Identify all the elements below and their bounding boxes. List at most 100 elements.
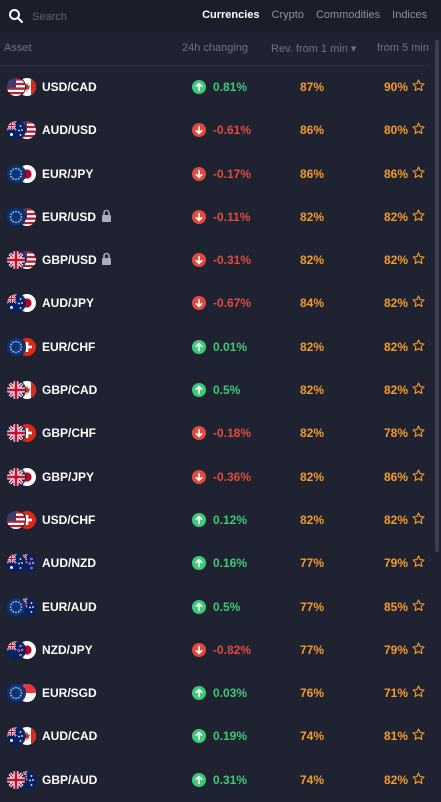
tab-currencies[interactable]: Currencies — [202, 9, 260, 21]
column-header-24h-changing[interactable]: 24h changing — [182, 42, 249, 54]
favorite-star-icon[interactable] — [412, 685, 425, 698]
arrow-up-icon — [192, 339, 206, 354]
table-row[interactable]: AUD/JPY -0.67% 84% 82% — [0, 282, 430, 325]
revenue-1-min-value: 86% — [300, 123, 325, 138]
asset-pair-name: AUD/NZD — [42, 556, 96, 571]
favorite-star-icon[interactable] — [412, 252, 425, 265]
revenue-5-min-value: 81% — [384, 729, 409, 744]
table-row[interactable]: EUR/JPY -0.17% 86% 86% — [0, 153, 430, 196]
favorite-star-icon[interactable] — [412, 79, 425, 92]
favorite-star-icon[interactable] — [412, 425, 425, 438]
us-flag-icon — [7, 510, 25, 529]
table-row[interactable]: AUD/USD -0.61% 86% 80% — [0, 109, 430, 152]
favorite-star-icon[interactable] — [412, 642, 425, 655]
scrollbar[interactable] — [435, 40, 439, 552]
arrow-down-icon — [192, 642, 206, 657]
change-24h-value: -0.31% — [213, 253, 252, 268]
currency-pair-flags — [7, 640, 37, 659]
revenue-1-min-value: 87% — [300, 80, 325, 94]
column-header-rev-5-min[interactable]: from 5 min — [377, 42, 429, 54]
favorite-star-icon[interactable] — [412, 166, 425, 179]
favorite-star-icon[interactable] — [412, 339, 425, 352]
change-24h-value: -0.82% — [213, 642, 252, 657]
table-row[interactable]: EUR/SGD 0.03% 76% 71% — [0, 672, 430, 715]
revenue-1-min-value: 82% — [300, 339, 325, 354]
revenue-1-min-value: 74% — [300, 772, 325, 787]
revenue-5-min-value: 82% — [384, 339, 409, 354]
table-row[interactable]: GBP/CHF -0.18% 82% 78% — [0, 412, 430, 455]
currency-pair-flags — [7, 727, 37, 746]
table-row[interactable]: EUR/USD -0.11% 82% 82% — [0, 196, 430, 239]
tab-indices[interactable]: Indices — [392, 9, 427, 21]
change-24h-value: 0.12% — [213, 512, 248, 527]
revenue-5-min-value: 82% — [384, 512, 409, 527]
favorite-star-icon[interactable] — [412, 209, 425, 222]
favorite-star-icon[interactable] — [412, 728, 425, 741]
australia-flag-icon — [7, 121, 25, 140]
revenue-1-min-value: 76% — [300, 686, 325, 701]
revenue-1-min-value: 77% — [300, 599, 325, 614]
arrow-up-icon — [192, 772, 206, 787]
favorite-star-icon[interactable] — [412, 599, 425, 612]
revenue-1-min-value: 82% — [300, 383, 325, 398]
favorite-star-icon[interactable] — [412, 469, 425, 482]
tab-crypto[interactable]: Crypto — [271, 9, 304, 21]
favorite-star-icon[interactable] — [412, 555, 425, 568]
lock-icon — [101, 252, 112, 266]
revenue-1-min-value: 77% — [300, 642, 325, 657]
australia-flag-icon — [7, 727, 25, 746]
table-row[interactable]: GBP/AUD 0.31% 74% 82% — [0, 759, 430, 802]
table-row[interactable]: USD/CHF 0.12% 82% 82% — [0, 499, 430, 542]
asset-pair-name: GBP/USD — [42, 253, 97, 268]
asset-pair-name: EUR/CHF — [42, 339, 96, 354]
table-row[interactable]: USD/CAD 0.81% 87% 90% — [0, 66, 430, 109]
search-icon[interactable] — [8, 8, 24, 24]
change-24h-value: -0.36% — [213, 469, 252, 484]
table-header: Asset 24h changing Rev. from 1 min ▾ fro… — [0, 32, 430, 66]
favorite-star-icon[interactable] — [412, 382, 425, 395]
favorite-star-icon[interactable] — [412, 295, 425, 308]
change-24h-value: -0.18% — [213, 426, 252, 441]
revenue-5-min-value: 82% — [384, 383, 409, 398]
revenue-1-min-value: 82% — [300, 426, 325, 441]
favorite-star-icon[interactable] — [412, 512, 425, 525]
currency-pair-flags — [7, 78, 37, 96]
revenue-1-min-value: 74% — [300, 729, 325, 744]
revenue-5-min-value: 82% — [384, 296, 409, 311]
revenue-5-min-value: 71% — [384, 686, 409, 701]
table-row[interactable]: AUD/CAD 0.19% 74% 81% — [0, 715, 430, 758]
revenue-5-min-value: 82% — [384, 209, 409, 224]
column-header-asset[interactable]: Asset — [4, 42, 32, 54]
tab-commodities[interactable]: Commodities — [315, 9, 381, 21]
uk-flag-icon — [7, 770, 25, 789]
asset-category-tabs: Currencies Crypto Commodities Indices — [202, 9, 427, 21]
currency-pair-flags — [7, 684, 37, 703]
arrow-down-icon — [192, 209, 206, 224]
eu-flag-icon — [7, 164, 25, 183]
uk-flag-icon — [7, 467, 25, 486]
revenue-5-min-value: 78% — [384, 426, 409, 441]
favorite-star-icon[interactable] — [412, 772, 425, 785]
search-input[interactable] — [30, 6, 174, 28]
column-header-rev-1-min[interactable]: Rev. from 1 min ▾ — [271, 43, 357, 55]
table-row[interactable]: GBP/JPY -0.36% 82% 86% — [0, 456, 430, 499]
table-row[interactable]: NZD/JPY -0.82% 77% 79% — [0, 629, 430, 672]
asset-pair-name: EUR/SGD — [42, 686, 97, 701]
eu-flag-icon — [7, 207, 25, 226]
table-row[interactable]: EUR/AUD 0.5% 77% 85% — [0, 586, 430, 629]
currency-pair-flags — [7, 770, 37, 789]
table-row[interactable]: AUD/NZD 0.16% 77% 79% — [0, 542, 430, 585]
currency-pair-flags — [7, 424, 37, 443]
asset-pair-name: GBP/JPY — [42, 469, 95, 484]
currency-pair-flags — [7, 121, 37, 140]
currency-pair-flags — [7, 207, 37, 226]
lock-icon — [101, 209, 112, 223]
change-24h-value: 0.5% — [213, 599, 241, 614]
asset-pair-name: AUD/USD — [42, 123, 97, 138]
arrow-up-icon — [192, 383, 206, 398]
new-zealand-flag-icon — [7, 640, 25, 659]
favorite-star-icon[interactable] — [412, 122, 425, 135]
table-row[interactable]: EUR/CHF 0.01% 82% 82% — [0, 326, 430, 369]
table-row[interactable]: GBP/CAD 0.5% 82% 82% — [0, 369, 430, 412]
table-row[interactable]: GBP/USD -0.31% 82% 82% — [0, 239, 430, 282]
